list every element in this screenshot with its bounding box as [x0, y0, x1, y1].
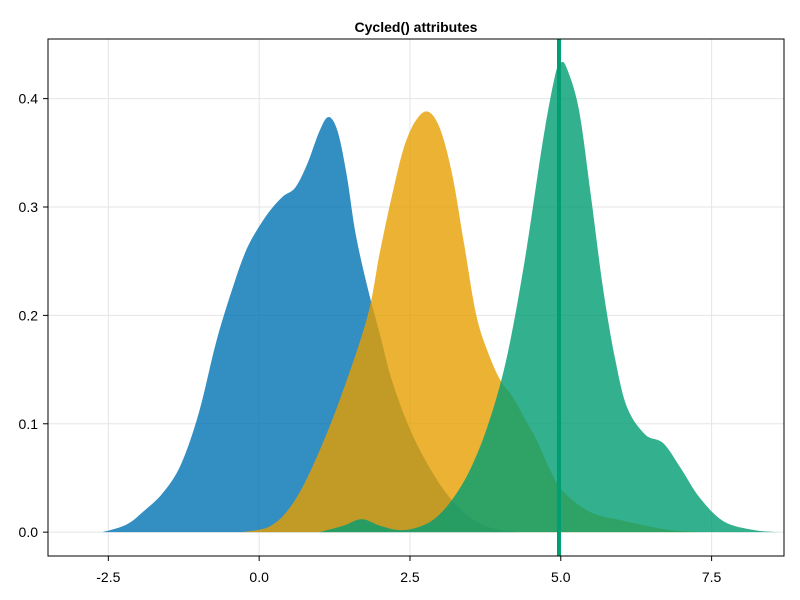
density-area-1	[102, 117, 519, 533]
y-tick-label: 0.4	[19, 91, 39, 107]
x-axis: -2.5 0.0 2.5 5.0 7.5	[96, 556, 722, 585]
density-areas	[102, 61, 778, 533]
x-tick-label: 5.0	[551, 569, 571, 585]
y-tick-label: 0.1	[19, 416, 39, 432]
x-tick-label: 0.0	[249, 569, 269, 585]
plot-frame	[47, 38, 785, 557]
y-axis: 0.0 0.1 0.2 0.3 0.4	[19, 91, 48, 540]
x-tick-label: 2.5	[400, 569, 420, 585]
density-area-3	[319, 61, 778, 533]
x-tick-label: 7.5	[702, 569, 722, 585]
chart-title: Cycled() attributes	[355, 19, 478, 35]
y-tick-label: 0.2	[19, 307, 39, 323]
y-tick-label: 0.3	[19, 199, 39, 215]
density-area-2	[241, 111, 700, 533]
x-tick-label: -2.5	[96, 569, 120, 585]
y-tick-label: 0.0	[19, 524, 39, 540]
